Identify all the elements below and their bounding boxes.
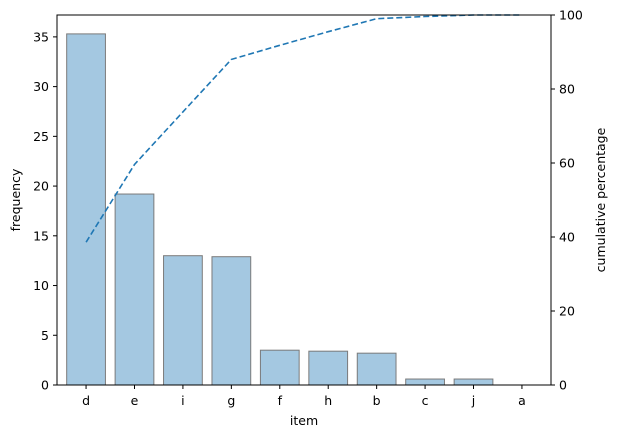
x-tick-label: i <box>181 393 184 408</box>
right-y-tick-label: 100 <box>559 8 583 23</box>
left-y-axis-label: frequency <box>8 168 23 231</box>
bar-g <box>211 256 252 386</box>
left-y-tick-label: 30 <box>33 79 49 94</box>
left-y-axis-ticks: 0 5 10 15 20 25 30 35 <box>33 29 57 393</box>
x-tick-label: e <box>131 393 139 408</box>
left-y-tick-label: 5 <box>41 328 49 343</box>
left-y-tick-label: 20 <box>33 179 49 194</box>
x-tick-label: c <box>422 393 429 408</box>
bar-h <box>308 350 349 386</box>
cumulative-percentage-line <box>85 14 522 243</box>
bar-c <box>405 378 445 386</box>
x-tick-label: h <box>324 393 332 408</box>
bar-d <box>66 33 106 386</box>
x-tick-label: j <box>471 393 475 408</box>
left-y-tick-label: 0 <box>41 378 49 393</box>
x-tick-label: d <box>82 393 90 408</box>
right-y-tick-label: 20 <box>559 304 575 319</box>
bar-e <box>114 193 155 386</box>
right-y-tick-label: 40 <box>559 230 575 245</box>
x-tick-label: g <box>227 393 235 408</box>
x-tick-label: b <box>373 393 381 408</box>
x-axis-label: item <box>290 413 318 428</box>
right-y-axis-label: cumulative percentage <box>593 127 608 272</box>
axes <box>56 14 552 386</box>
right-y-axis-ticks: 0 20 40 60 80 100 <box>551 8 583 393</box>
right-y-tick-label: 80 <box>559 82 575 97</box>
bar-b <box>356 352 397 386</box>
right-y-tick-label: 60 <box>559 156 575 171</box>
x-tick-label: f <box>278 393 283 408</box>
plot-frame <box>56 14 552 386</box>
bar-i <box>163 255 203 386</box>
left-y-tick-label: 15 <box>33 228 49 243</box>
left-y-tick-label: 10 <box>33 278 49 293</box>
right-y-tick-label: 0 <box>559 378 567 393</box>
left-y-tick-label: 35 <box>33 29 49 44</box>
bar-j <box>453 378 494 386</box>
bar-f <box>259 349 300 386</box>
x-tick-label: a <box>518 393 526 408</box>
left-y-tick-label: 25 <box>33 129 49 144</box>
bar-group <box>66 33 494 386</box>
